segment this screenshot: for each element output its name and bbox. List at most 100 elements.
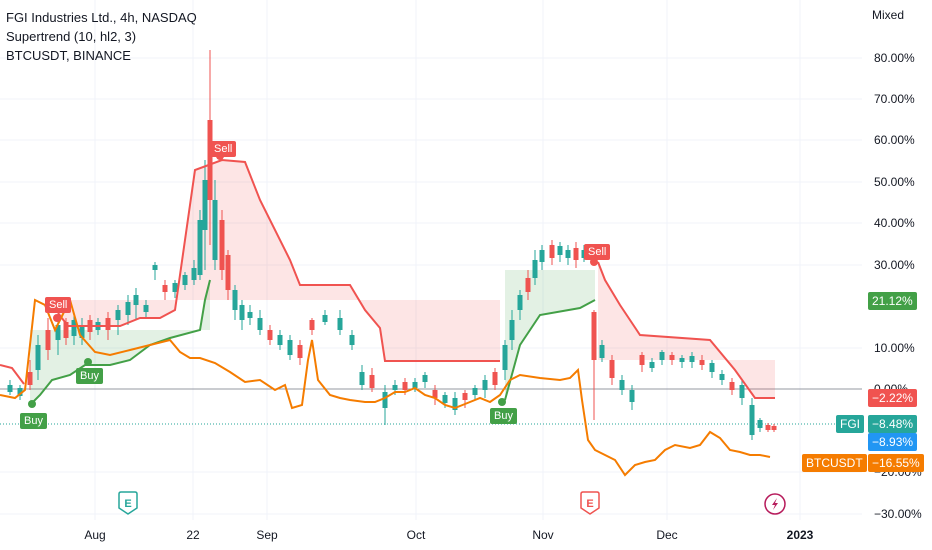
legend-indicator[interactable]: Supertrend (10, hl2, 3) <box>6 29 137 44</box>
candle-body <box>197 220 203 275</box>
candle <box>591 310 597 420</box>
btc-alt-price-tag: −8.93% <box>868 433 918 451</box>
candle-body <box>392 385 398 390</box>
candle <box>17 385 23 400</box>
supertrend-down-line <box>597 261 775 399</box>
candle-body <box>599 345 605 358</box>
candle-body <box>452 398 458 410</box>
candle <box>739 380 745 405</box>
legend-compare[interactable]: BTCUSDT, BINANCE <box>6 48 131 63</box>
candle <box>719 370 725 385</box>
candle-body <box>539 250 545 262</box>
candle-body <box>669 355 675 360</box>
candle <box>509 310 515 350</box>
candle <box>765 423 771 432</box>
candle-body <box>17 388 23 396</box>
candle <box>322 310 328 325</box>
candle-body <box>482 380 488 390</box>
candle <box>599 340 605 362</box>
candle-body <box>63 322 69 338</box>
sell-signal-dot <box>53 314 61 322</box>
price-axis-tick: 50.00% <box>874 175 915 189</box>
candle <box>649 358 655 372</box>
candle <box>729 378 735 395</box>
legend-symbol[interactable]: FGI Industries Ltd., 4h, NASDAQ <box>6 10 197 25</box>
candle <box>369 368 375 392</box>
candle-body <box>525 278 531 292</box>
scale-mode-label[interactable]: Mixed <box>872 8 905 22</box>
candle-body <box>719 374 725 380</box>
candle-body <box>679 358 685 362</box>
candle <box>382 385 388 425</box>
time-axis-tick: Aug <box>84 528 106 542</box>
candle <box>133 288 139 320</box>
candle <box>115 305 121 335</box>
candle-body <box>337 318 343 330</box>
event-shape <box>118 491 138 515</box>
candle <box>771 424 777 432</box>
candle-body <box>649 362 655 368</box>
series-lines[interactable] <box>0 152 775 477</box>
candle-body <box>287 340 293 355</box>
candle-body <box>359 372 365 385</box>
candle-body <box>369 375 375 388</box>
sell-signal-label: Sell <box>210 141 237 157</box>
candle-body <box>517 295 523 310</box>
candle <box>557 242 563 262</box>
candle-body <box>207 120 213 200</box>
candle-body <box>422 375 428 382</box>
supertrend-up-line <box>29 279 211 406</box>
candle <box>225 250 231 300</box>
sell-signal-label: Sell <box>584 244 611 260</box>
candle-body <box>27 372 33 385</box>
time-axis-tick: Nov <box>532 528 554 542</box>
candle-body <box>699 360 705 365</box>
candle-body <box>79 325 85 338</box>
price-axis-tick: 30.00% <box>874 258 915 272</box>
candle-body <box>739 385 745 398</box>
candle-body <box>609 360 615 378</box>
candle <box>219 210 225 280</box>
candle-body <box>133 295 139 305</box>
candle <box>45 318 51 360</box>
candle-body <box>247 312 253 318</box>
candle <box>619 375 625 395</box>
candle <box>689 352 695 368</box>
event-shape <box>580 491 600 515</box>
candlestick-series[interactable] <box>7 50 777 440</box>
candle <box>432 385 438 405</box>
candle-body <box>55 325 61 340</box>
candle <box>412 378 418 392</box>
candle-body <box>45 330 51 350</box>
candle <box>359 365 365 390</box>
candle <box>35 335 41 380</box>
candle <box>232 285 238 320</box>
price-axis-tick: 60.00% <box>874 133 915 147</box>
candle <box>287 335 293 360</box>
time-axis-tick: Sep <box>256 528 278 542</box>
candle-body <box>472 388 478 395</box>
btc-price-tag: −16.55% <box>868 454 924 472</box>
candle-body <box>565 250 571 258</box>
chart-legend[interactable]: FGI Industries Ltd., 4h, NASDAQ Supertre… <box>6 8 197 65</box>
price-axis-tick: −30.00% <box>874 507 922 521</box>
supertrend-up-fill <box>505 270 595 400</box>
sell-signal-label: Sell <box>45 297 72 313</box>
candle-body <box>297 345 303 358</box>
candle-body <box>239 305 245 320</box>
candle <box>549 240 555 265</box>
candle-body <box>659 352 665 360</box>
buy-signal-label: Buy <box>490 408 517 424</box>
supertrend-up-tag: 21.12% <box>868 292 917 310</box>
candle-body <box>219 220 225 270</box>
candle <box>309 318 315 335</box>
candle-body <box>277 335 283 345</box>
candle <box>629 385 635 410</box>
price-axis-tick: 80.00% <box>874 51 915 65</box>
candle-body <box>202 180 208 230</box>
candle <box>539 245 545 270</box>
candle <box>639 352 645 372</box>
dividend-icon <box>764 493 786 515</box>
